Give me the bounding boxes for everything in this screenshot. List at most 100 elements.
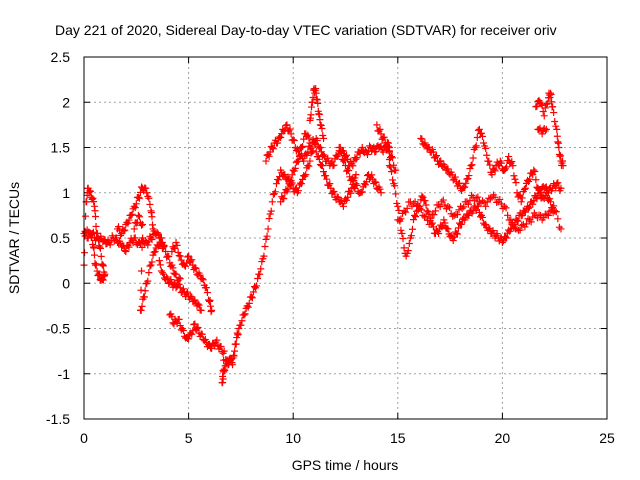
data-point bbox=[176, 252, 184, 260]
data-point bbox=[330, 187, 338, 195]
data-point bbox=[96, 244, 104, 252]
data-point bbox=[92, 222, 100, 230]
data-point bbox=[550, 202, 558, 210]
data-point bbox=[312, 89, 320, 97]
data-point bbox=[287, 130, 295, 138]
data-point bbox=[417, 206, 425, 214]
data-point bbox=[191, 320, 199, 328]
data-point bbox=[139, 220, 147, 228]
data-point bbox=[172, 284, 180, 292]
data-point bbox=[253, 282, 261, 290]
data-point bbox=[531, 168, 539, 176]
data-point bbox=[137, 306, 145, 314]
data-point bbox=[97, 276, 105, 284]
data-point bbox=[188, 256, 196, 264]
data-point bbox=[150, 248, 158, 256]
data-point bbox=[431, 153, 439, 161]
data-point bbox=[518, 194, 526, 202]
data-point bbox=[89, 194, 97, 202]
data-point bbox=[266, 148, 274, 156]
y-tick-label: 1 bbox=[62, 185, 70, 201]
x-tick-label: 10 bbox=[285, 430, 301, 446]
data-point bbox=[315, 155, 323, 163]
data-point bbox=[81, 227, 89, 235]
data-point bbox=[299, 143, 307, 151]
data-point bbox=[96, 243, 104, 251]
data-point bbox=[483, 151, 491, 159]
data-point bbox=[405, 239, 413, 247]
data-point bbox=[358, 188, 366, 196]
data-point bbox=[298, 144, 306, 151]
data-point bbox=[144, 241, 152, 249]
data-point bbox=[404, 247, 412, 255]
data-point bbox=[138, 302, 146, 310]
data-point bbox=[456, 179, 464, 187]
data-point bbox=[376, 125, 384, 133]
data-point bbox=[187, 257, 195, 265]
data-point bbox=[317, 121, 325, 129]
data-point bbox=[136, 240, 144, 248]
data-point bbox=[95, 271, 103, 279]
data-point bbox=[391, 182, 399, 190]
data-point bbox=[213, 336, 221, 344]
data-point bbox=[177, 256, 185, 264]
data-point bbox=[304, 162, 312, 170]
data-point bbox=[422, 212, 430, 220]
y-tick-label: -1 bbox=[58, 366, 71, 382]
data-point bbox=[277, 133, 285, 141]
data-point bbox=[249, 288, 257, 296]
data-point bbox=[385, 149, 393, 157]
data-point bbox=[491, 193, 499, 201]
data-point bbox=[513, 217, 521, 225]
data-point bbox=[521, 223, 529, 231]
data-point bbox=[485, 194, 493, 202]
data-point bbox=[217, 343, 225, 351]
data-point bbox=[147, 234, 155, 242]
data-point bbox=[245, 299, 253, 307]
data-point bbox=[295, 151, 303, 159]
data-point bbox=[553, 125, 561, 133]
data-point bbox=[517, 198, 525, 206]
data-point bbox=[475, 125, 483, 133]
data-point bbox=[400, 244, 408, 252]
data-point bbox=[552, 122, 560, 130]
data-point bbox=[120, 227, 128, 235]
data-point bbox=[144, 277, 152, 285]
x-tick-label: 25 bbox=[599, 430, 615, 446]
data-point bbox=[502, 233, 510, 241]
data-point bbox=[530, 166, 538, 174]
data-point bbox=[173, 241, 181, 249]
data-point bbox=[134, 193, 142, 201]
data-point bbox=[272, 180, 280, 188]
data-point bbox=[287, 177, 295, 185]
data-point bbox=[427, 214, 435, 222]
data-point bbox=[314, 99, 322, 107]
data-point bbox=[435, 230, 443, 238]
data-point bbox=[320, 151, 328, 159]
data-point bbox=[547, 90, 555, 98]
data-point bbox=[198, 275, 206, 283]
data-point bbox=[486, 195, 494, 203]
data-point bbox=[380, 133, 388, 141]
data-point bbox=[467, 162, 475, 170]
data-point bbox=[146, 262, 154, 270]
data-point bbox=[549, 103, 557, 111]
data-point bbox=[136, 188, 144, 196]
data-point bbox=[208, 306, 216, 314]
data-point bbox=[551, 117, 559, 125]
data-point bbox=[164, 275, 172, 283]
data-point bbox=[379, 134, 387, 142]
data-point bbox=[333, 153, 341, 161]
data-point bbox=[541, 127, 549, 135]
data-point bbox=[334, 193, 342, 201]
data-point bbox=[326, 180, 334, 188]
data-point bbox=[532, 193, 540, 201]
data-point bbox=[472, 142, 480, 150]
data-point bbox=[372, 147, 380, 155]
data-point bbox=[418, 135, 426, 143]
data-point bbox=[418, 192, 426, 200]
data-point bbox=[441, 219, 449, 227]
data-point bbox=[339, 157, 347, 165]
y-tick-label: -0.5 bbox=[46, 321, 70, 337]
data-point bbox=[547, 198, 555, 206]
